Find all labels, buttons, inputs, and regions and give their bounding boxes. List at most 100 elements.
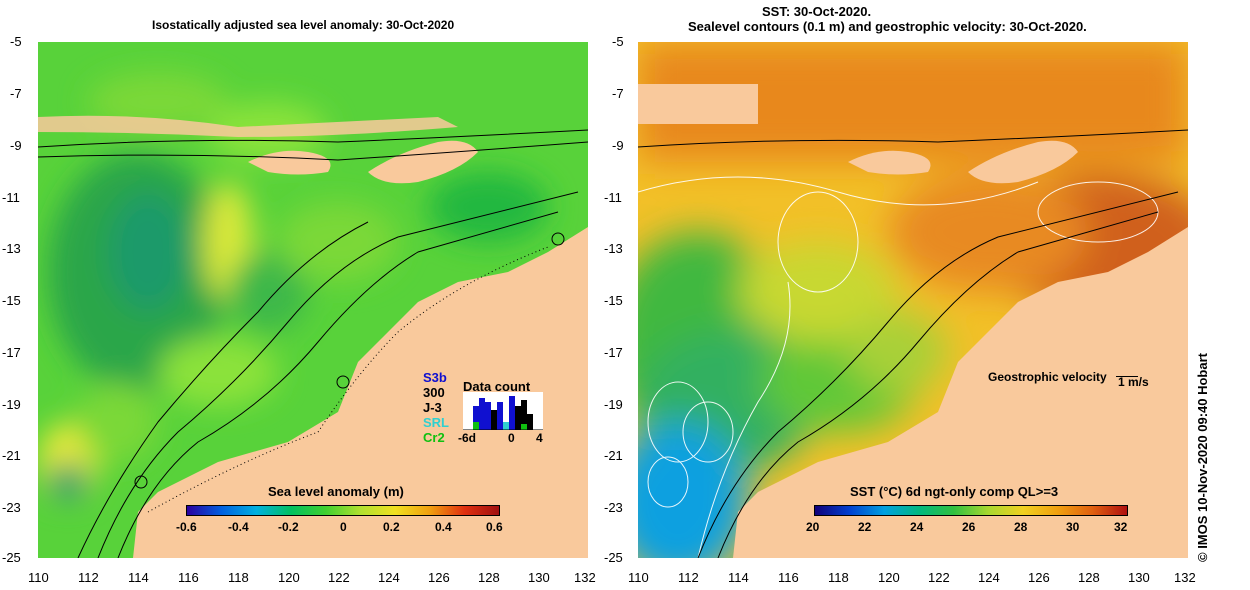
right-y-tick: -23 xyxy=(604,500,623,515)
right-x-tick: 112 xyxy=(678,570,699,585)
right-x-tick: 118 xyxy=(828,570,849,585)
sst-colorbar-tick: 32 xyxy=(1114,520,1128,534)
right-y-tick: -25 xyxy=(604,550,623,565)
tide-gauge-marker xyxy=(134,475,148,489)
left-y-tick: -19 xyxy=(2,397,21,412)
left-y-tick: -23 xyxy=(2,500,21,515)
java-land xyxy=(638,84,758,124)
velocity-label: Geostrophic velocity xyxy=(988,370,1107,384)
sla-colorbar-tick: 0.4 xyxy=(435,520,452,534)
bathymetry-contours xyxy=(638,129,1188,558)
sst-colorbar-tick: 24 xyxy=(910,520,924,534)
mission-label: S3b xyxy=(423,370,447,385)
velocity-scale: 1 m/s xyxy=(1118,375,1149,389)
left-x-tick: 116 xyxy=(178,570,199,585)
left-map-panel: S3b 300 J-3 SRL Cr2 Data count -6d 0 4 xyxy=(38,42,588,558)
left-x-tick: 132 xyxy=(574,570,596,585)
left-map-title: Isostatically adjusted sea level anomaly… xyxy=(152,18,455,32)
right-y-tick: -9 xyxy=(612,138,624,153)
left-x-tick: 126 xyxy=(428,570,450,585)
left-y-tick: -17 xyxy=(2,345,21,360)
mission-label: Cr2 xyxy=(423,430,445,445)
data-count-tick: -6d xyxy=(458,431,476,445)
sst-colorbar-title: SST (°C) 6d ngt-only comp QL>=3 xyxy=(850,484,1059,499)
right-y-tick: -7 xyxy=(612,86,624,101)
right-x-tick: 122 xyxy=(928,570,950,585)
left-y-tick: -5 xyxy=(10,34,22,49)
right-x-tick: 116 xyxy=(778,570,799,585)
data-count-title: Data count xyxy=(463,379,531,394)
sst-colorbar xyxy=(814,505,1128,516)
data-count-tick: 4 xyxy=(536,431,543,445)
sst-colorbar-tick: 22 xyxy=(858,520,872,534)
right-x-tick: 110 xyxy=(628,570,649,585)
tide-gauge-marker xyxy=(551,232,565,246)
sla-colorbar-title: Sea level anomaly (m) xyxy=(268,484,404,499)
sla-colorbar-tick: -0.2 xyxy=(278,520,299,534)
left-y-tick: -9 xyxy=(10,138,22,153)
left-x-tick: 120 xyxy=(278,570,300,585)
left-x-tick: 128 xyxy=(478,570,500,585)
data-count-histogram xyxy=(463,392,543,430)
right-y-tick: -11 xyxy=(604,190,622,205)
right-x-tick: 128 xyxy=(1078,570,1100,585)
left-x-tick: 112 xyxy=(78,570,99,585)
bathymetry-contours xyxy=(38,129,588,558)
mission-label: SRL xyxy=(423,415,449,430)
right-y-tick: -17 xyxy=(604,345,623,360)
left-x-tick: 114 xyxy=(128,570,149,585)
left-x-tick: 124 xyxy=(378,570,400,585)
right-map-title-line1: SST: 30-Oct-2020. xyxy=(762,4,872,19)
sst-colorbar-tick: 28 xyxy=(1014,520,1028,534)
left-x-tick: 110 xyxy=(28,570,49,585)
left-x-tick: 118 xyxy=(228,570,249,585)
sla-colorbar-tick: 0.6 xyxy=(486,520,503,534)
right-x-tick: 114 xyxy=(728,570,749,585)
right-y-tick: -15 xyxy=(604,293,623,308)
sla-colorbar-tick: 0 xyxy=(340,520,347,534)
sst-field xyxy=(638,42,1188,558)
tide-gauge-marker xyxy=(336,375,350,389)
sla-colorbar-tick: 0.2 xyxy=(383,520,400,534)
sst-colorbar-tick: 26 xyxy=(962,520,976,534)
right-y-tick: -13 xyxy=(604,241,623,256)
left-y-tick: -21 xyxy=(2,448,21,463)
left-y-tick: -7 xyxy=(10,86,22,101)
right-x-tick: 130 xyxy=(1128,570,1150,585)
mission-label: J-3 xyxy=(423,400,442,415)
right-y-tick: -21 xyxy=(604,448,623,463)
sealevel-contours xyxy=(638,176,1159,558)
mission-label: 300 xyxy=(423,385,445,400)
right-y-tick: -5 xyxy=(612,34,624,49)
left-y-tick: -25 xyxy=(2,550,21,565)
data-count-tick: 0 xyxy=(508,431,515,445)
right-x-tick: 124 xyxy=(978,570,1000,585)
right-x-tick: 120 xyxy=(878,570,900,585)
sst-colorbar-tick: 20 xyxy=(806,520,820,534)
right-map-panel: Geostrophic velocity 1 m/s SST (°C) 6d n… xyxy=(638,42,1188,558)
shelf-edge-dotted xyxy=(147,246,549,513)
left-x-tick: 130 xyxy=(528,570,550,585)
right-y-tick: -19 xyxy=(604,397,623,412)
sst-colorbar-tick: 30 xyxy=(1066,520,1080,534)
velocity-arrow xyxy=(1116,376,1138,377)
right-x-tick: 126 xyxy=(1028,570,1050,585)
left-y-tick: -15 xyxy=(2,293,21,308)
sla-colorbar xyxy=(186,505,500,516)
left-y-tick: -13 xyxy=(2,241,21,256)
sla-anomaly-blobs xyxy=(38,72,548,502)
imos-credit: © IMOS 10-Nov-2020 09:40 Hobart xyxy=(1195,353,1210,562)
island-sumba xyxy=(848,150,931,175)
sla-colorbar-tick: -0.6 xyxy=(176,520,197,534)
island-timor xyxy=(968,140,1078,184)
left-x-tick: 122 xyxy=(328,570,350,585)
data-count-missions: S3b 300 J-3 SRL Cr2 xyxy=(423,370,449,445)
right-x-tick: 132 xyxy=(1174,570,1196,585)
right-map-svg xyxy=(638,42,1188,558)
island-timor xyxy=(368,140,478,184)
sla-colorbar-tick: -0.4 xyxy=(228,520,249,534)
right-map-title-line2: Sealevel contours (0.1 m) and geostrophi… xyxy=(688,19,1087,34)
left-map-svg xyxy=(38,42,588,558)
australia-land xyxy=(133,227,588,558)
